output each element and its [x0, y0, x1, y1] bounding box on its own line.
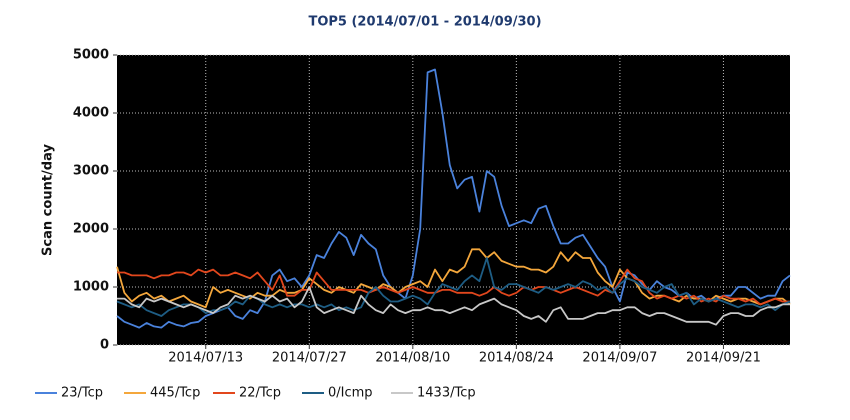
legend-label: 22/Tcp	[239, 386, 281, 401]
chart-title: TOP5 (2014/07/01 - 2014/09/30)	[308, 15, 541, 30]
legend-label: 1433/Tcp	[417, 386, 476, 401]
x-tick-label: 2014/09/21	[686, 351, 761, 366]
y-tick-label: 5000	[73, 48, 109, 63]
legend-label: 0/Icmp	[328, 386, 373, 401]
series-line	[116, 257, 791, 317]
y-tick-label: 2000	[73, 222, 109, 237]
legend-label: 445/Tcp	[150, 386, 200, 401]
y-tick-label: 3000	[73, 164, 109, 179]
x-tick-label: 2014/08/10	[375, 351, 450, 366]
series-line	[117, 286, 790, 326]
x-tick-label: 2014/09/07	[582, 351, 657, 366]
legend-label: 23/Tcp	[61, 386, 103, 401]
x-tick-label: 2014/08/24	[479, 351, 554, 366]
y-tick-label: 1000	[73, 280, 109, 295]
y-tick-label: 0	[100, 338, 109, 353]
plot-area	[117, 55, 790, 345]
x-tick-label: 2014/07/27	[272, 351, 347, 366]
y-tick-label: 4000	[73, 106, 109, 121]
y-axis-label: Scan count/day	[41, 144, 56, 256]
series-line	[117, 268, 790, 306]
x-tick-label: 2014/07/13	[168, 351, 243, 366]
series-line	[116, 248, 791, 309]
